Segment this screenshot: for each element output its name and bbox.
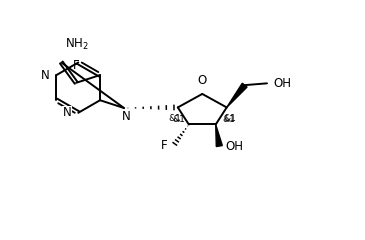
Text: N: N	[63, 106, 72, 119]
Text: OH: OH	[273, 77, 291, 90]
Text: OH: OH	[226, 139, 244, 153]
Text: &1: &1	[222, 115, 235, 124]
Text: &1: &1	[168, 114, 181, 123]
Text: NH$_2$: NH$_2$	[65, 37, 88, 52]
Text: F: F	[73, 59, 80, 72]
Polygon shape	[216, 125, 222, 147]
Text: N: N	[41, 69, 50, 82]
Text: &1: &1	[224, 114, 237, 123]
Text: F: F	[161, 139, 167, 152]
Polygon shape	[227, 83, 247, 108]
Text: O: O	[197, 74, 207, 87]
Text: N: N	[122, 110, 130, 123]
Text: &1: &1	[172, 115, 185, 124]
